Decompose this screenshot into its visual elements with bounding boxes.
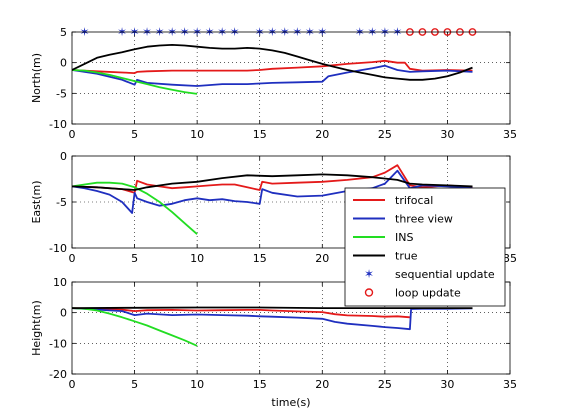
y-tick-label: -20 [49,368,67,381]
y-tick-label: 10 [53,276,67,289]
series-line-true [72,306,473,310]
x-tick-label: 10 [190,128,204,141]
axes-frame [71,155,511,249]
series-group [72,164,473,235]
y-axis-label: Height(m) [30,300,43,356]
x-tick-label: 25 [378,378,392,391]
x-tick-label: 0 [69,252,76,265]
y-axis-label: North(m) [30,53,43,103]
x-tick-label: 5 [131,128,138,141]
x-tick-label: 30 [440,378,454,391]
legend-star-icon: ✶ [364,267,374,281]
axes-frame [71,281,511,375]
legend-label: trifocal [395,194,433,207]
legend-box [344,187,506,307]
x-tick-label: 25 [378,128,392,141]
y-tick-label: -10 [49,337,67,350]
x-tick-label: 30 [440,128,454,141]
plot-area [72,32,510,124]
series-line-true [72,173,473,191]
series-line-trifocal [72,307,410,319]
y-tick-label: -5 [56,87,67,100]
series-line-INS [72,307,198,347]
x-tick-label: 20 [315,252,329,265]
x-tick-label: 35 [503,252,517,265]
y-tick-label: -5 [56,196,67,209]
x-tick-label: 15 [253,378,267,391]
series-line-trifocal [72,164,473,194]
x-tick-label: 15 [253,128,267,141]
x-tick-label: 20 [315,378,329,391]
y-tick-label: -10 [49,118,67,131]
legend-label: three view [395,213,453,226]
x-tick-label: 5 [131,252,138,265]
x-tick-label: 0 [69,128,76,141]
legend-entry: three view [353,213,453,226]
series-line-INS [72,181,198,235]
legend-label: loop update [395,287,461,300]
series-line-three-view [72,307,473,331]
legend-label: true [395,250,418,263]
series-line-INS [72,69,198,95]
x-tick-label: 10 [190,252,204,265]
legend-entry: ✶ sequential update [364,267,495,281]
series-line-trifocal [72,59,473,74]
legend-circle-icon [364,288,374,297]
legend-entry: trifocal [353,194,433,207]
x-tick-label: 15 [253,252,267,265]
x-tick-label: 0 [69,378,76,391]
x-tick-label: 10 [190,378,204,391]
y-tick-label: 0 [60,307,67,320]
x-tick-label: 20 [315,128,329,141]
x-tick-label: 35 [503,378,517,391]
legend-label: sequential update [395,268,495,281]
legend-entry: loop update [364,287,461,300]
y-axis-label: East(m) [30,180,43,223]
series-group [72,44,473,95]
y-tick-label: 0 [60,57,67,70]
series-line-true [72,44,473,81]
legend-label: INS [395,231,413,244]
legend-entry: true [353,250,418,263]
x-tick-label: 5 [131,378,138,391]
series-group [72,306,473,347]
legend: trifocal three view INS true ✶ sequential upd… [344,187,506,307]
axes-frame [71,31,511,125]
subplot-3: 0 5 10 15 20 25 30 35 10 0 -10 -20 Height(m) time(s) [30,276,517,409]
x-axis-label: time(s) [271,396,310,409]
y-tick-label: -10 [49,242,67,255]
series-line-three-view [72,169,473,214]
y-tick-label: 0 [60,150,67,163]
legend-entry: INS [353,231,413,244]
x-tick-label: 35 [503,128,517,141]
y-tick-label: 5 [60,26,67,39]
